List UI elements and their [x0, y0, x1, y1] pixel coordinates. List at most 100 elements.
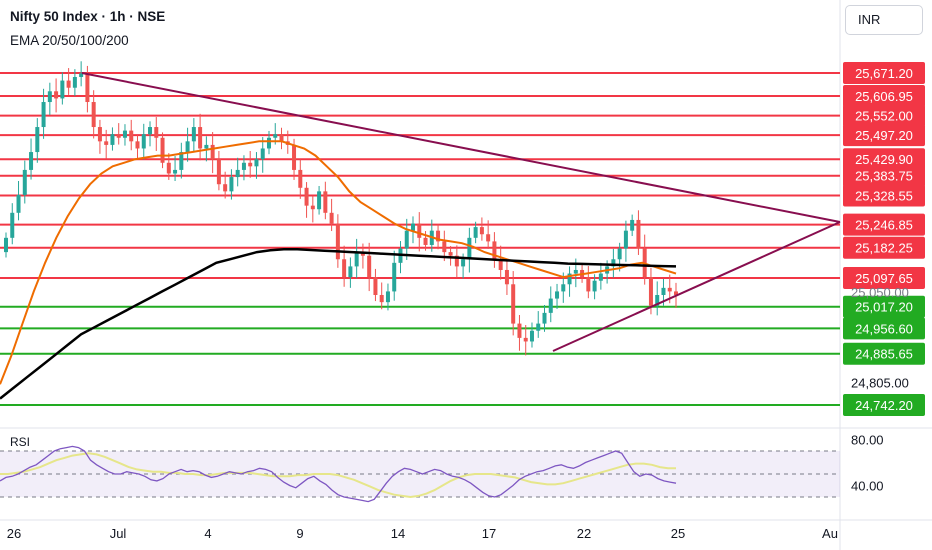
- candle-body: [436, 230, 441, 242]
- candle-body: [598, 273, 603, 281]
- support-price-box: [843, 394, 925, 416]
- candle-body: [185, 141, 190, 153]
- resistance-price-label: 25,383.75: [855, 169, 913, 184]
- candle-body: [661, 287, 666, 296]
- candle-body: [655, 295, 660, 306]
- candle-body: [667, 287, 672, 292]
- candle-body: [47, 91, 52, 103]
- candle-body: [298, 169, 303, 188]
- candle-body: [555, 291, 560, 299]
- rsi-tick-label: 80.00: [851, 433, 884, 448]
- resistance-price-box: [843, 236, 925, 259]
- candle-body: [586, 277, 591, 292]
- candle-body: [110, 134, 115, 145]
- candle-body: [223, 184, 228, 192]
- candle-body: [16, 194, 21, 213]
- candle-body: [342, 259, 347, 278]
- currency-button[interactable]: INR: [845, 5, 923, 35]
- resistance-price-label: 25,606.95: [855, 89, 913, 104]
- candle-body: [35, 127, 40, 153]
- candle-body: [79, 73, 84, 78]
- resistance-price-box: [843, 104, 925, 127]
- resistance-price-box: [843, 164, 925, 187]
- candle-body: [498, 259, 503, 270]
- lower-trendline: [552, 221, 841, 352]
- candle-body: [104, 141, 109, 145]
- rsi-label: RSI: [10, 435, 31, 449]
- rsi-line: [0, 445, 677, 503]
- candle-body: [529, 330, 534, 342]
- candle-body: [85, 73, 90, 103]
- candle-body: [404, 230, 409, 249]
- resistance-price-box: [843, 184, 925, 207]
- candle-body: [461, 259, 466, 267]
- candle-body: [241, 162, 246, 170]
- candle-body: [10, 212, 15, 238]
- candle-body: [592, 280, 597, 292]
- time-tick-label: 26: [7, 526, 21, 541]
- price-tick-label: 24,805.00: [851, 376, 909, 391]
- candle-body: [630, 219, 635, 231]
- candle-body: [22, 169, 27, 195]
- time-tick-label: Au: [822, 526, 838, 541]
- candle-body: [216, 159, 221, 185]
- time-tick-label: 25: [671, 526, 685, 541]
- candle-body: [348, 266, 353, 278]
- candle-body: [567, 273, 572, 285]
- resistance-price-label: 25,246.85: [855, 218, 913, 233]
- support-price-label: 25,017.20: [855, 300, 913, 315]
- candle-body: [129, 130, 134, 142]
- candle-body: [317, 191, 322, 210]
- resistance-price-box: [843, 213, 925, 236]
- candle-body: [60, 80, 65, 99]
- candle-body: [273, 134, 278, 138]
- candle-body: [198, 127, 203, 149]
- candle-body: [254, 159, 259, 167]
- candle-body: [323, 191, 328, 213]
- support-price-label: 24,742.20: [855, 398, 913, 413]
- resistance-price-box: [843, 62, 925, 84]
- resistance-price-label: 25,497.20: [855, 128, 913, 143]
- candle-body: [41, 102, 46, 128]
- candle-body: [411, 223, 416, 231]
- support-price-box: [843, 317, 925, 340]
- current-price-label: 25,050.00: [851, 285, 909, 300]
- resistance-price-label: 25,552.00: [855, 109, 913, 124]
- time-tick-label: 22: [577, 526, 591, 541]
- candle-body: [473, 227, 478, 238]
- resistance-price-label: 25,328.55: [855, 188, 913, 203]
- candle-body: [492, 241, 497, 260]
- candle-body: [154, 127, 159, 138]
- candle-body: [179, 152, 184, 170]
- support-price-box: [843, 342, 925, 365]
- candle-body: [611, 259, 616, 267]
- candle-body: [417, 223, 422, 238]
- time-tick-label: 14: [391, 526, 405, 541]
- candle-body: [367, 255, 372, 278]
- candle-body: [191, 127, 196, 142]
- resistance-price-box: [843, 84, 925, 107]
- candle-body: [279, 134, 284, 142]
- candle-body: [329, 212, 334, 224]
- candle-body: [260, 148, 265, 160]
- resistance-price-label: 25,429.90: [855, 152, 913, 167]
- candle-body: [523, 337, 528, 342]
- support-price-label: 24,885.65: [855, 347, 913, 362]
- candle-body: [617, 248, 622, 260]
- resistance-price-label: 25,182.25: [855, 241, 913, 256]
- chart-title: Nifty 50 Index · 1h · NSE: [10, 9, 166, 24]
- candle-body: [442, 241, 447, 253]
- candle-body: [392, 262, 397, 292]
- candle-body: [54, 91, 59, 99]
- candle-body: [354, 252, 359, 267]
- candle-body: [97, 127, 102, 142]
- candle-body: [29, 152, 34, 170]
- support-price-box: [843, 295, 925, 318]
- candle-body: [536, 323, 541, 331]
- candle-body: [248, 162, 253, 167]
- candle-body: [448, 252, 453, 256]
- candle-body: [91, 102, 96, 128]
- candle-body: [173, 169, 178, 174]
- candle-body: [304, 187, 309, 206]
